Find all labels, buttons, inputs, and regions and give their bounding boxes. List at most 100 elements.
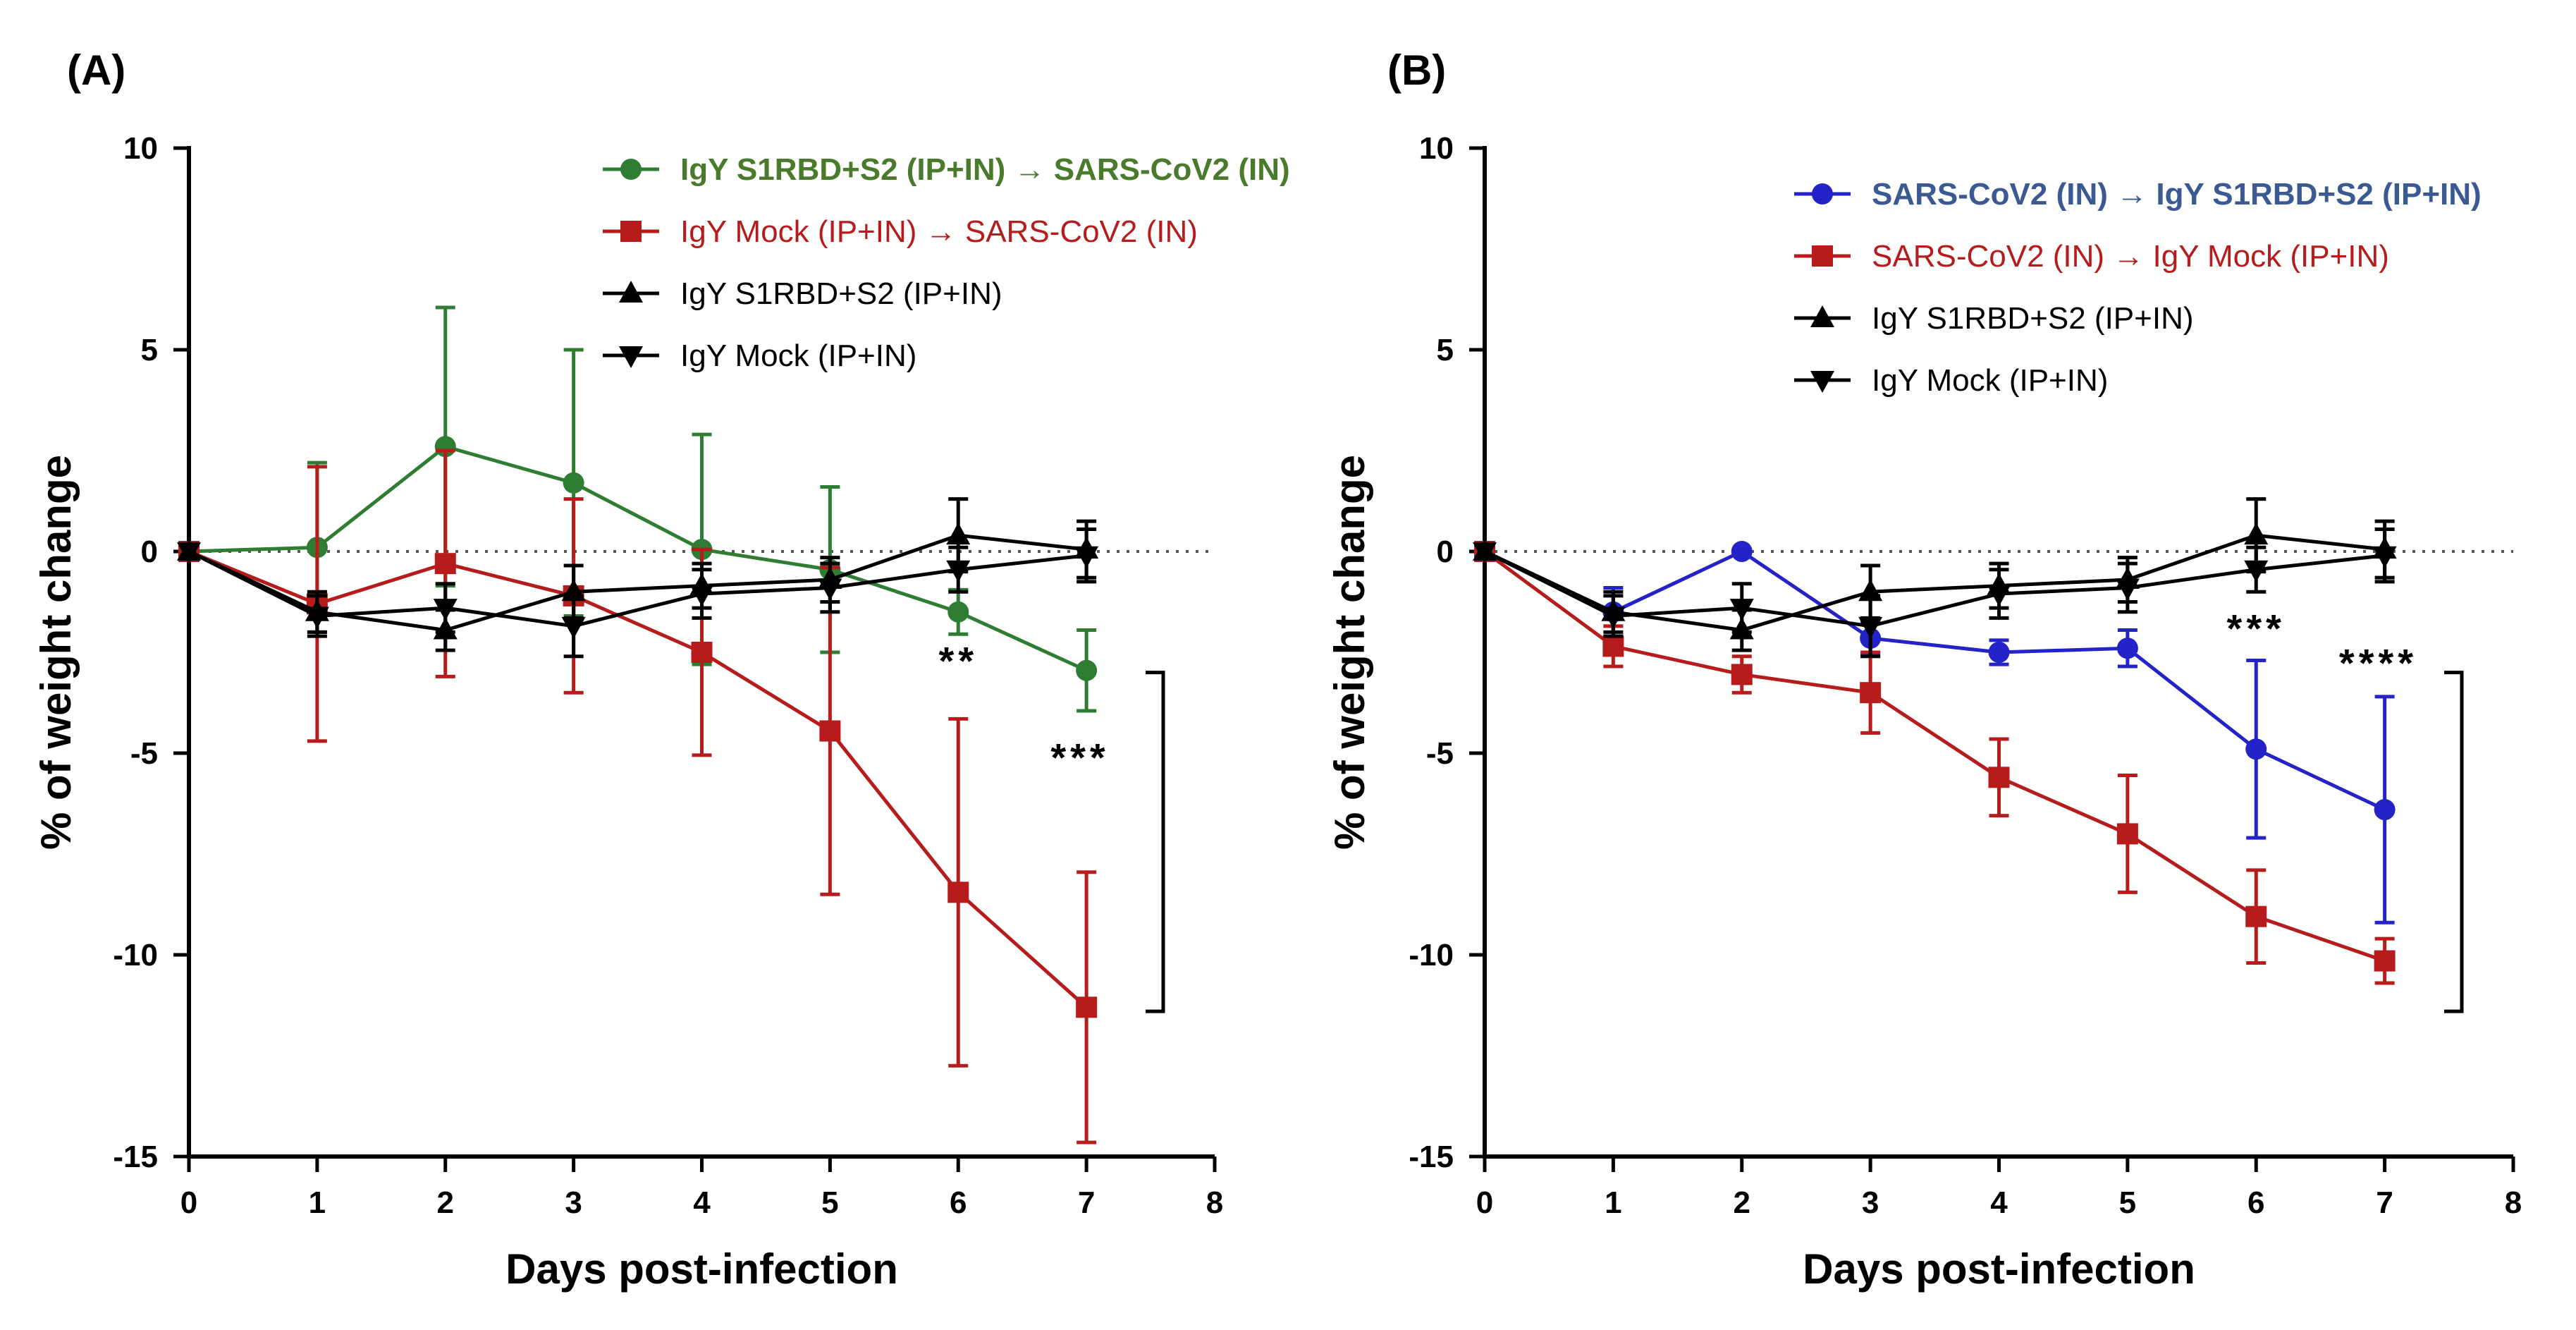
data-point [1729, 599, 1754, 621]
legend-marker [619, 281, 643, 303]
x-tick-label: 3 [565, 1185, 582, 1220]
data-point [1731, 664, 1753, 685]
x-tick-label: 2 [1734, 1185, 1750, 1220]
data-point [947, 601, 969, 623]
x-tick-label: 0 [180, 1185, 197, 1220]
data-point [2374, 950, 2396, 972]
series-2 [1474, 541, 2396, 985]
data-point [1602, 635, 1624, 657]
data-point [947, 881, 969, 903]
series-line [1483, 549, 2385, 628]
data-point [1988, 642, 2010, 663]
x-tick-label: 7 [2376, 1185, 2393, 1220]
legend-label: SARS-CoV2 (IN) → IgY Mock (IP+IN) [1872, 239, 2389, 274]
x-tick-label: 8 [1206, 1185, 1223, 1220]
x-tick-label: 1 [309, 1185, 326, 1220]
y-tick-label: -5 [1426, 736, 1454, 771]
panel-label: (A) [67, 47, 125, 94]
legend-marker [620, 221, 642, 242]
data-point [434, 553, 456, 575]
data-point [2374, 799, 2396, 821]
y-tick-label: -10 [113, 938, 158, 972]
legend-marker [619, 346, 643, 368]
significance-bracket [2444, 671, 2464, 1013]
series-4 [177, 527, 1099, 659]
series-line [188, 444, 1088, 673]
data-point [689, 585, 714, 607]
data-point [1601, 606, 1626, 629]
x-axis-title: Days post-infection [1803, 1245, 2195, 1293]
series-line [188, 549, 1087, 628]
y-tick-label: 5 [1437, 333, 1454, 367]
data-point [1076, 996, 1098, 1018]
x-tick-label: 3 [1862, 1185, 1879, 1220]
y-tick-label: 10 [123, 131, 158, 166]
significance-bracket [1146, 671, 1165, 1013]
data-point [561, 616, 586, 639]
x-tick-label: 4 [1990, 1185, 2008, 1220]
significance-label: ** [938, 638, 978, 683]
data-point [1074, 546, 1099, 568]
y-tick-label: -5 [130, 736, 158, 771]
legend: SARS-CoV2 (IN) → IgY S1RBD+S2 (IP+IN) SAR… [1794, 177, 2482, 398]
x-tick-label: 0 [1476, 1185, 1493, 1220]
significance-label: **** [2339, 640, 2417, 685]
data-point [2116, 823, 2138, 845]
data-point [2245, 738, 2267, 760]
data-point [2244, 523, 2269, 545]
series-4 [1473, 527, 2397, 659]
x-tick-label: 5 [821, 1185, 838, 1220]
x-tick-label: 6 [2247, 1185, 2264, 1220]
series-line [1483, 549, 2386, 963]
legend-label: IgY S1RBD+S2 (IP+IN) [680, 276, 1002, 311]
significance-label: *** [1050, 736, 1109, 780]
data-point [691, 642, 713, 663]
data-point [2372, 546, 2397, 568]
data-point [433, 599, 458, 621]
data-point [1988, 767, 2010, 788]
legend: IgY S1RBD+S2 (IP+IN) → SARS-CoV2 (IN) IgY… [603, 152, 1290, 373]
data-point [946, 523, 971, 545]
x-tick-label: 7 [1078, 1185, 1095, 1220]
y-tick-label: -15 [1409, 1140, 1454, 1174]
series-line [188, 549, 1088, 1009]
panel-b: (B) 10 5 0 -5 -10 -15 0 1 2 3 4 5 6 7 8 Days post-infect… [1326, 47, 2522, 1293]
legend-marker [1810, 371, 1834, 393]
x-tick-label: 2 [437, 1185, 454, 1220]
data-point [1473, 542, 1497, 564]
x-tick-label: 1 [1605, 1185, 1621, 1220]
legend-marker [620, 159, 642, 180]
x-tick-label: 5 [2119, 1185, 2136, 1220]
series-line [1483, 549, 2386, 812]
data-point [1858, 616, 1883, 639]
panel-label: (B) [1387, 47, 1446, 94]
data-point [2116, 637, 2138, 659]
legend-label: IgY S1RBD+S2 (IP+IN) [1872, 301, 2194, 336]
data-point [563, 472, 584, 494]
legend-marker [1810, 305, 1834, 327]
data-point [818, 578, 842, 601]
data-point [946, 560, 971, 582]
y-tick-label: -15 [113, 1140, 158, 1174]
legend-label: IgY Mock (IP+IN) [680, 338, 916, 373]
legend-label: IgY Mock (IP+IN) → SARS-CoV2 (IN) [680, 214, 1198, 249]
y-tick-label: 0 [141, 535, 158, 569]
data-point [1860, 682, 1882, 704]
data-point [2244, 560, 2269, 582]
legend-marker [1812, 245, 1833, 267]
x-tick-label: 6 [950, 1185, 967, 1220]
legend-label: IgY S1RBD+S2 (IP+IN) → SARS-CoV2 (IN) [680, 152, 1290, 187]
data-point [1987, 585, 2011, 607]
y-axis-title: % of weight change [1326, 455, 1373, 850]
data-point [1731, 541, 1753, 562]
panel-a: (A) 10 5 0 -5 -10 -15 0 1 2 3 4 5 6 7 8 Days post-infect… [32, 47, 1290, 1293]
data-point [2115, 578, 2140, 601]
x-axis-title: Days post-infection [505, 1245, 898, 1293]
x-tick-label: 8 [2505, 1185, 2522, 1220]
data-point [2245, 905, 2267, 927]
legend-label: SARS-CoV2 (IN) → IgY S1RBD+S2 (IP+IN) [1872, 177, 2482, 212]
significance-label: *** [2227, 606, 2286, 651]
y-axis-title: % of weight change [32, 455, 80, 850]
legend-marker [1812, 183, 1833, 205]
